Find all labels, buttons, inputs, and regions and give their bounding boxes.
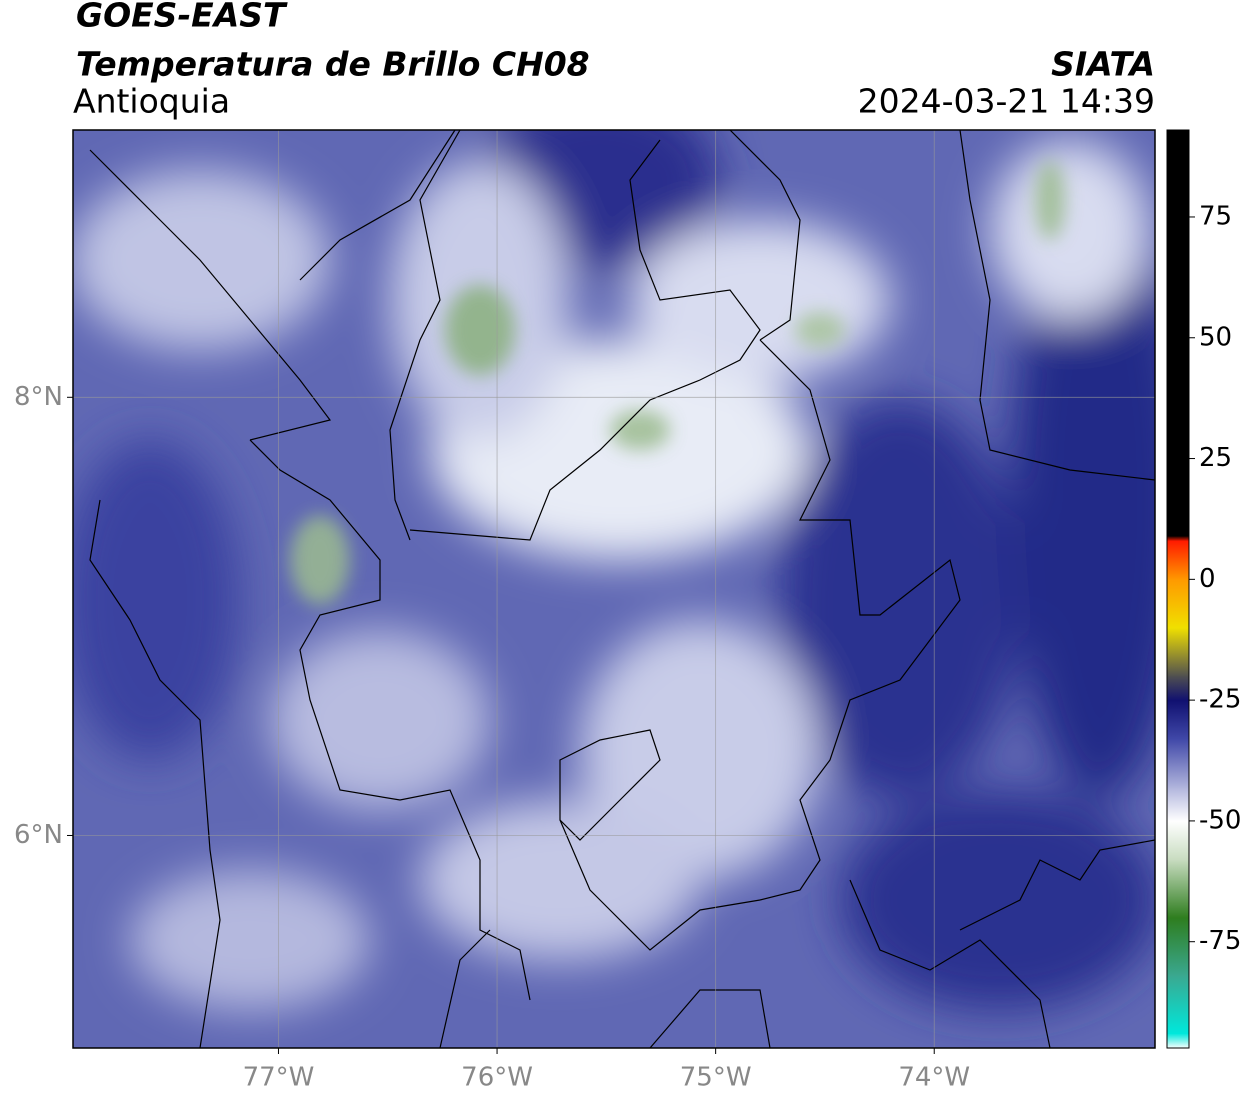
colorbar-tick-label: -75 [1199, 926, 1241, 956]
y-tick-label: 8°N [14, 382, 63, 412]
y-tick-label: 6°N [14, 820, 63, 850]
colorbar-segment [1167, 859, 1189, 919]
colorbar-tick-label: 25 [1199, 443, 1232, 473]
colorbar-tick-label: 0 [1199, 564, 1216, 594]
colorbar [1167, 130, 1189, 1049]
colorbar-frame [1166, 129, 1190, 1049]
x-tick-label: 76°W [461, 1063, 533, 1093]
colorbar-segment [1167, 700, 1189, 740]
colorbar-tick-label: 75 [1199, 201, 1232, 231]
colorbar-segment [1167, 1033, 1189, 1049]
colorbar-segment [1167, 975, 1189, 1035]
colorbar-segment [1167, 579, 1189, 629]
colorbar-segment [1167, 675, 1189, 701]
colorbar-segment [1167, 627, 1189, 677]
title: GOES-EAST [76, 0, 288, 35]
timestamp: 2024-03-21 14:39 [858, 82, 1155, 121]
colorbar-segment [1167, 130, 1189, 537]
colorbar-tick-label: -50 [1199, 805, 1241, 835]
colorbar-segment [1167, 787, 1189, 822]
x-tick-label: 75°W [680, 1063, 752, 1093]
subtitle: Temperatura de Brillo CH08 [76, 45, 590, 84]
region: Antioquia [73, 82, 230, 121]
colorbar-segment [1167, 917, 1189, 977]
colorbar-segment [1167, 540, 1189, 580]
colorbar-segment [1167, 535, 1189, 542]
colorbar-tick-label: -25 [1199, 685, 1241, 715]
colorbar-segment [1167, 738, 1189, 788]
source: SIATA [1051, 45, 1155, 84]
map-frame [72, 129, 1156, 1049]
x-tick-label: 74°W [898, 1063, 970, 1093]
colorbar-segment [1167, 820, 1189, 861]
satellite-image [73, 130, 1155, 1048]
grid [73, 130, 1155, 1048]
x-tick-label: 77°W [243, 1063, 315, 1093]
colorbar-tick-label: 50 [1199, 322, 1232, 352]
